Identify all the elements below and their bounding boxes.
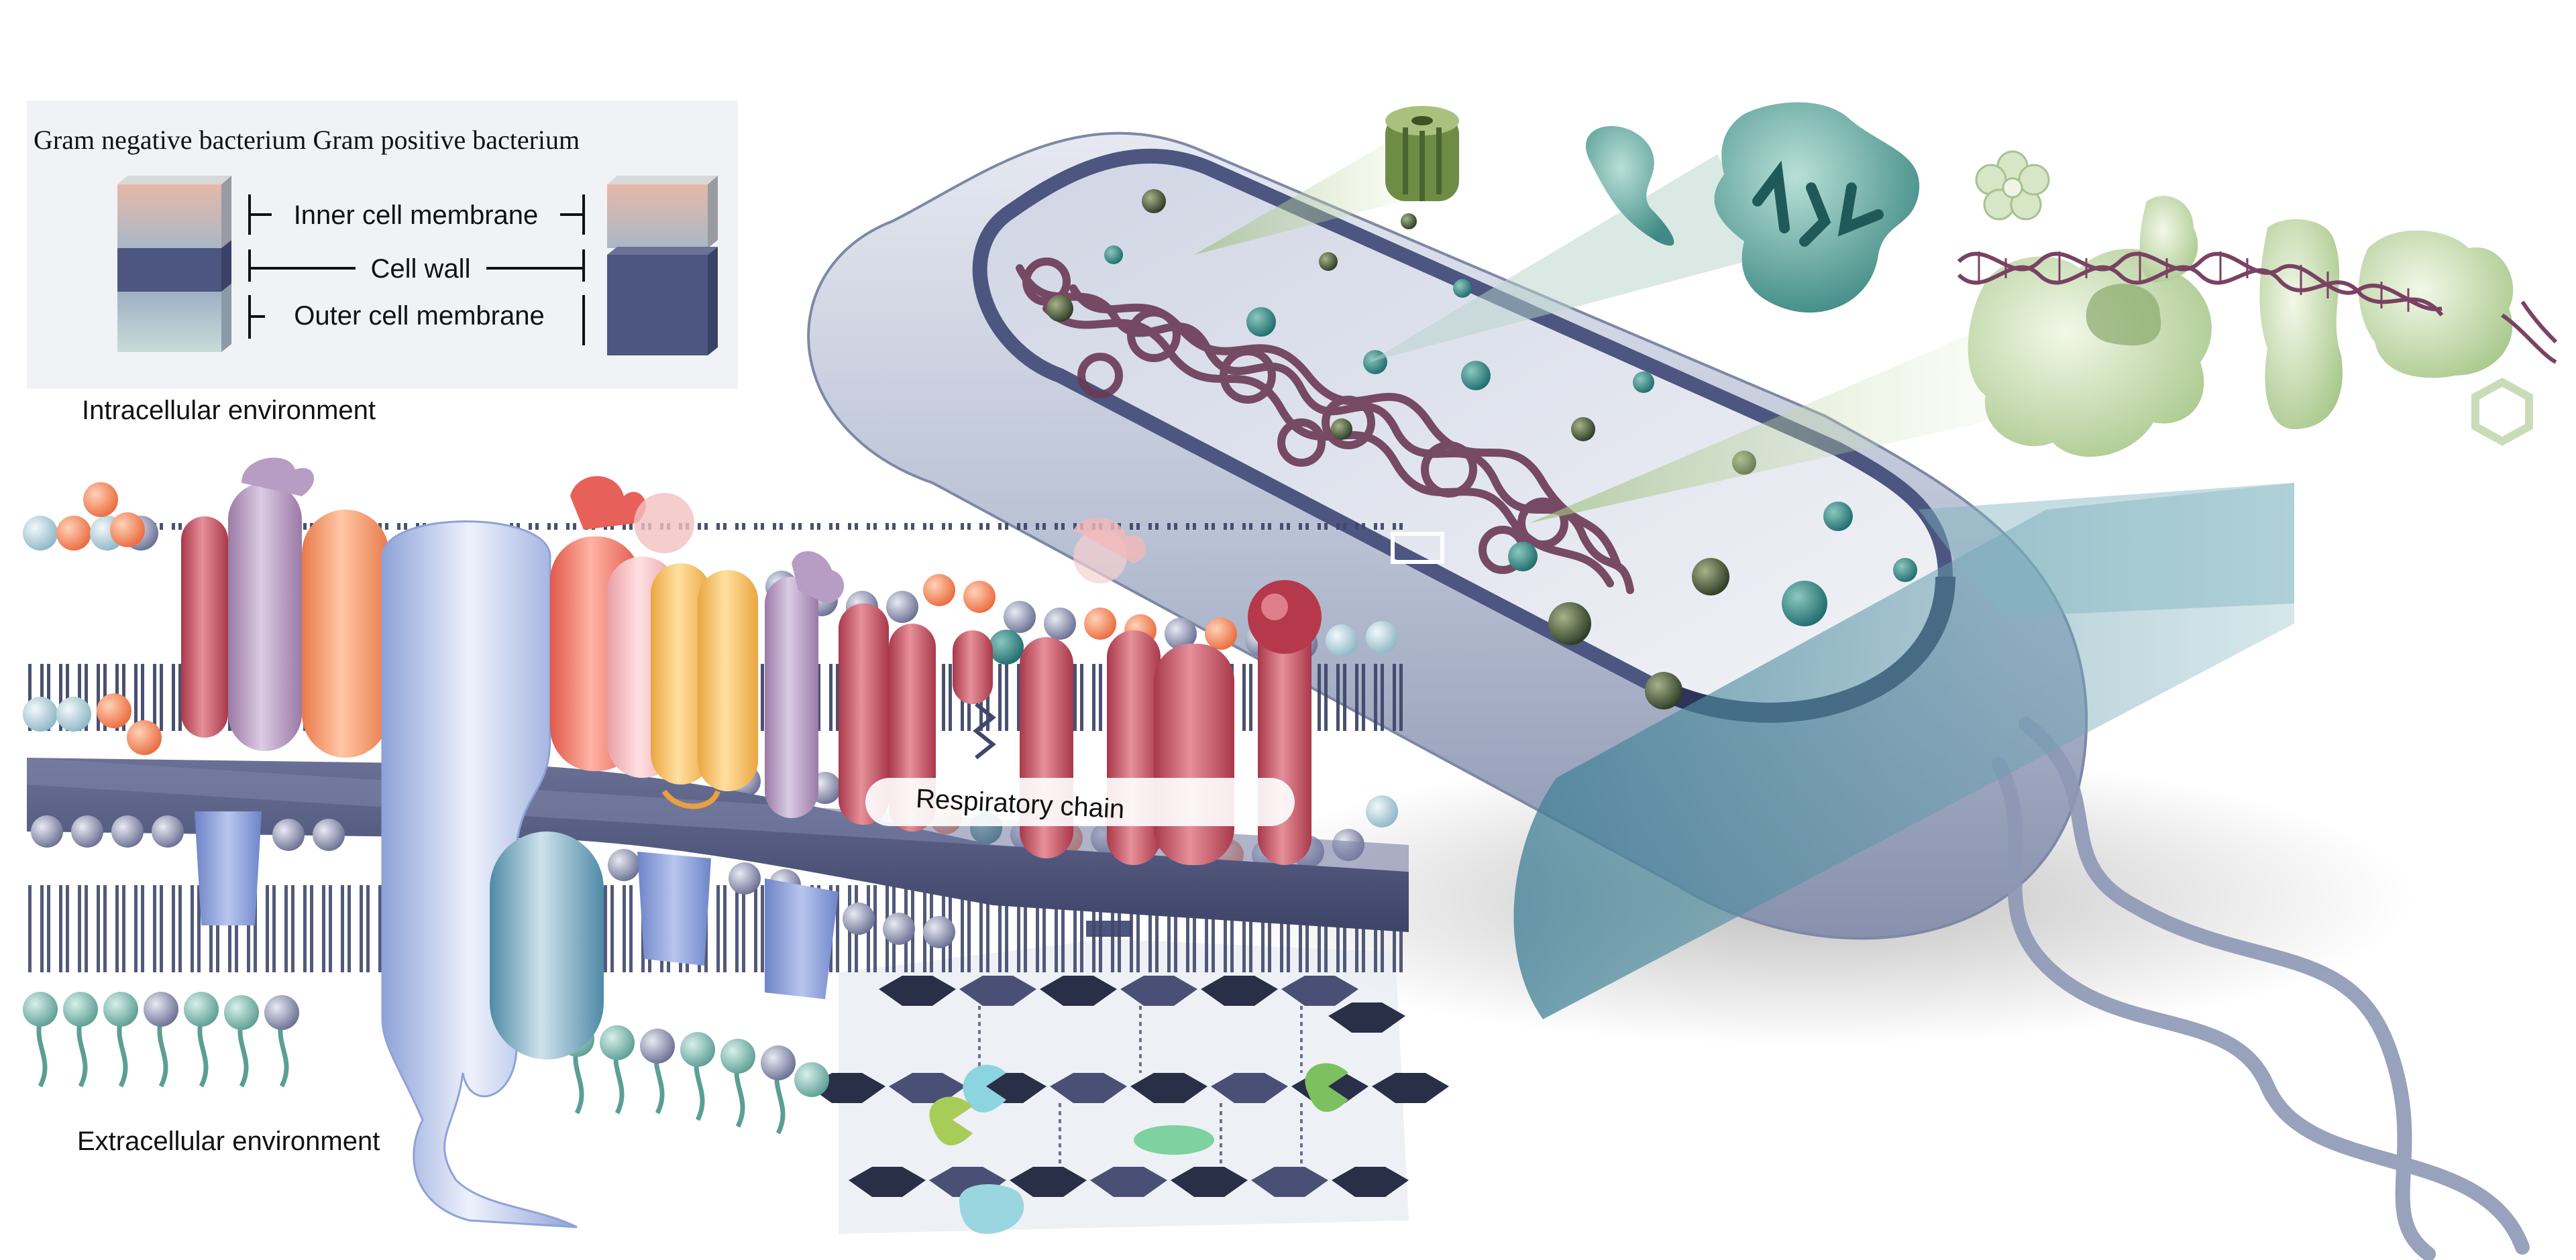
green-protein-cluster xyxy=(1968,249,2212,457)
membrane-section: Respiratory chain xyxy=(23,457,1409,1228)
flagella xyxy=(1992,717,2530,1260)
flower-molecule xyxy=(1975,150,2050,221)
teal-molecule-small xyxy=(1585,125,1674,246)
legend: Gram negative bacterium Gram positive ba… xyxy=(27,101,738,389)
legend-brackets xyxy=(248,194,585,345)
legend-cell-wall: Cell wall xyxy=(371,254,471,284)
gram-positive-layers xyxy=(607,176,718,355)
hexagon-ring-molecule xyxy=(2471,378,2533,446)
macromolecules xyxy=(1385,102,2558,457)
legend-inner-membrane: Inner cell membrane xyxy=(294,201,539,230)
dna-rungs xyxy=(1978,251,2410,312)
lipid-heads-lower xyxy=(31,815,955,948)
green-protein-right xyxy=(2359,230,2514,378)
intracellular-label: Intracellular environment xyxy=(82,396,376,425)
legend-title: Gram negative bacterium Gram positive ba… xyxy=(34,125,580,155)
lipopolysaccharide-layer xyxy=(23,992,829,1135)
wall-enzymes xyxy=(929,1063,1348,1234)
extracellular-label: Extracellular environment xyxy=(77,1127,380,1156)
green-protein-tall xyxy=(2259,219,2343,429)
legend-outer-membrane: Outer cell membrane xyxy=(294,301,544,331)
zoom-beam-teal xyxy=(1513,483,2294,1019)
dna-double-helix xyxy=(1957,251,2558,364)
zoom-beam-green xyxy=(1194,134,2012,523)
barrel-protein xyxy=(1385,106,1459,201)
respiratory-chain-pill xyxy=(865,778,1295,826)
gram-negative-layers xyxy=(117,176,231,352)
